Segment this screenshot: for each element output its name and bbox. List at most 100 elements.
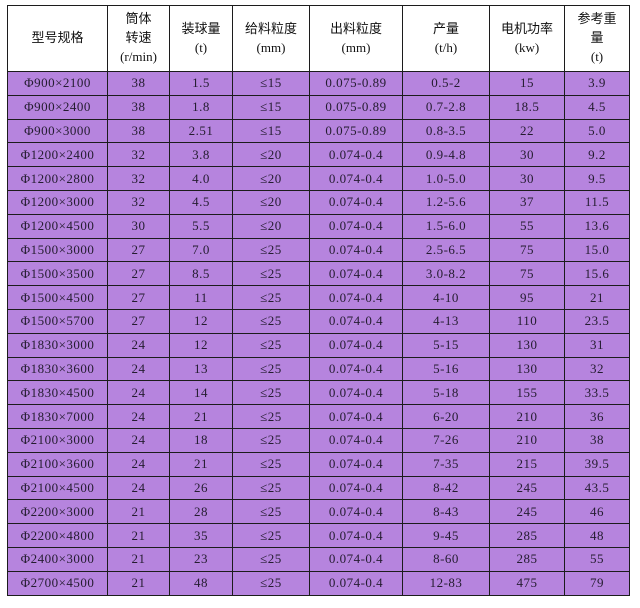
cell-speed: 24 bbox=[107, 332, 170, 358]
column-header-ball-load: 装球量 (t) bbox=[169, 5, 233, 72]
cell-feed-size: ≤25 bbox=[232, 427, 310, 453]
cell-capacity: 6-20 bbox=[402, 404, 490, 429]
cell-model: Φ2200×3000 bbox=[7, 499, 108, 525]
table-body: Φ900×2100 38 1.5 ≤15 0.075-0.89 0.5-2 15 3.9 Φ90… bbox=[7, 71, 630, 596]
cell-capacity: 0.8-3.5 bbox=[402, 118, 490, 144]
cell-discharge-size: 0.074-0.4 bbox=[309, 546, 403, 572]
column-header-capacity: 产量 (t/h) bbox=[402, 5, 490, 72]
table-row: Φ1830×4500 24 14 ≤25 0.074-0.4 5-18 155 33.5 bbox=[7, 380, 630, 406]
cell-speed: 24 bbox=[107, 380, 170, 406]
cell-discharge-size: 0.074-0.4 bbox=[309, 499, 403, 525]
cell-model: Φ1200×3000 bbox=[7, 189, 108, 215]
column-header-model: 型号规格 bbox=[7, 5, 108, 72]
ball-mill-spec-table: 型号规格 筒体 转速 (r/min) 装球量 (t) 给料粒度 (mm) 出料粒度 (mm) 产量 (… bbox=[7, 5, 630, 596]
cell-motor-power: 18.5 bbox=[489, 94, 565, 120]
cell-feed-size: ≤25 bbox=[232, 308, 310, 334]
column-header-line: (mm) bbox=[256, 39, 286, 55]
table-row: Φ1200×3000 32 4.5 ≤20 0.074-0.4 1.2-5.6 37 11.5 bbox=[7, 189, 630, 215]
cell-ball-load: 4.5 bbox=[169, 189, 233, 215]
cell-model: Φ1830×4500 bbox=[7, 380, 108, 406]
table-row: Φ1200×2800 32 4.0 ≤20 0.074-0.4 1.0-5.0 30 9.5 bbox=[7, 166, 630, 191]
cell-motor-power: 22 bbox=[489, 118, 565, 144]
cell-feed-size: ≤25 bbox=[232, 546, 310, 572]
cell-ball-load: 21 bbox=[169, 451, 233, 477]
column-header-line: (t) bbox=[194, 39, 208, 55]
cell-motor-power: 55 bbox=[489, 213, 565, 239]
cell-model: Φ1500×5700 bbox=[7, 308, 108, 334]
cell-discharge-size: 0.074-0.4 bbox=[309, 308, 403, 334]
cell-speed: 27 bbox=[107, 285, 170, 310]
cell-ref-weight: 43.5 bbox=[564, 475, 630, 501]
cell-ball-load: 12 bbox=[169, 308, 233, 334]
cell-ball-load: 12 bbox=[169, 332, 233, 358]
cell-ball-load: 28 bbox=[169, 499, 233, 525]
cell-discharge-size: 0.074-0.4 bbox=[309, 404, 403, 429]
cell-ref-weight: 79 bbox=[564, 570, 630, 596]
cell-feed-size: ≤25 bbox=[232, 499, 310, 525]
table-row: Φ900×3000 38 2.51 ≤15 0.075-0.89 0.8-3.5 22 5.0 bbox=[7, 118, 630, 144]
cell-ref-weight: 38 bbox=[564, 427, 630, 453]
cell-ball-load: 21 bbox=[169, 404, 233, 429]
cell-motor-power: 75 bbox=[489, 237, 565, 263]
table-row: Φ1200×2400 32 3.8 ≤20 0.074-0.4 0.9-4.8 30 9.2 bbox=[7, 142, 630, 168]
cell-model: Φ2700×4500 bbox=[7, 570, 108, 596]
cell-discharge-size: 0.074-0.4 bbox=[309, 570, 403, 596]
table-header: 型号规格 筒体 转速 (r/min) 装球量 (t) 给料粒度 (mm) 出料粒度 (mm) 产量 (… bbox=[7, 5, 630, 72]
cell-motor-power: 155 bbox=[489, 380, 565, 406]
cell-ball-load: 13 bbox=[169, 356, 233, 382]
column-header-feed-size: 给料粒度 (mm) bbox=[232, 5, 310, 72]
cell-discharge-size: 0.074-0.4 bbox=[309, 332, 403, 358]
table-row: Φ2200×4800 21 35 ≤25 0.074-0.4 9-45 285 48 bbox=[7, 523, 630, 548]
column-header-line: 给料粒度 bbox=[244, 20, 297, 36]
table-row: Φ2100×3000 24 18 ≤25 0.074-0.4 7-26 210 38 bbox=[7, 427, 630, 453]
cell-ball-load: 5.5 bbox=[169, 213, 233, 239]
cell-speed: 38 bbox=[107, 118, 170, 144]
cell-speed: 27 bbox=[107, 237, 170, 263]
cell-feed-size: ≤25 bbox=[232, 332, 310, 358]
cell-speed: 32 bbox=[107, 142, 170, 168]
cell-speed: 32 bbox=[107, 189, 170, 215]
column-header-motor-power: 电机功率 (kw) bbox=[489, 5, 565, 72]
table-row: Φ1830×7000 24 21 ≤25 0.074-0.4 6-20 210 36 bbox=[7, 404, 630, 429]
cell-discharge-size: 0.074-0.4 bbox=[309, 427, 403, 453]
cell-discharge-size: 0.075-0.89 bbox=[309, 71, 403, 96]
cell-ref-weight: 3.9 bbox=[564, 71, 630, 96]
cell-capacity: 9-45 bbox=[402, 523, 490, 548]
table-row: Φ1500×5700 27 12 ≤25 0.074-0.4 4-13 110 23.5 bbox=[7, 308, 630, 334]
cell-speed: 21 bbox=[107, 546, 170, 572]
cell-ball-load: 1.5 bbox=[169, 71, 233, 96]
cell-model: Φ2200×4800 bbox=[7, 523, 108, 548]
cell-ref-weight: 15.6 bbox=[564, 261, 630, 287]
cell-ref-weight: 4.5 bbox=[564, 94, 630, 120]
cell-feed-size: ≤25 bbox=[232, 380, 310, 406]
cell-ball-load: 11 bbox=[169, 285, 233, 310]
cell-capacity: 8-42 bbox=[402, 475, 490, 501]
cell-speed: 24 bbox=[107, 404, 170, 429]
cell-ref-weight: 9.2 bbox=[564, 142, 630, 168]
cell-discharge-size: 0.074-0.4 bbox=[309, 166, 403, 191]
header-row: 型号规格 筒体 转速 (r/min) 装球量 (t) 给料粒度 (mm) 出料粒度 (mm) 产量 (… bbox=[7, 5, 630, 72]
cell-feed-size: ≤25 bbox=[232, 475, 310, 501]
cell-ball-load: 7.0 bbox=[169, 237, 233, 263]
cell-ball-load: 48 bbox=[169, 570, 233, 596]
cell-speed: 32 bbox=[107, 166, 170, 191]
cell-motor-power: 15 bbox=[489, 71, 565, 96]
cell-motor-power: 75 bbox=[489, 261, 565, 287]
cell-ref-weight: 39.5 bbox=[564, 451, 630, 477]
cell-discharge-size: 0.074-0.4 bbox=[309, 189, 403, 215]
cell-motor-power: 475 bbox=[489, 570, 565, 596]
column-header-line: 量 bbox=[590, 30, 604, 46]
cell-speed: 27 bbox=[107, 308, 170, 334]
cell-speed: 24 bbox=[107, 356, 170, 382]
cell-feed-size: ≤25 bbox=[232, 356, 310, 382]
spec-table-container: 型号规格 筒体 转速 (r/min) 装球量 (t) 给料粒度 (mm) 出料粒度 (mm) 产量 (… bbox=[7, 5, 630, 596]
cell-ball-load: 18 bbox=[169, 427, 233, 453]
cell-capacity: 0.5-2 bbox=[402, 71, 490, 96]
table-row: Φ2100×4500 24 26 ≤25 0.074-0.4 8-42 245 43.5 bbox=[7, 475, 630, 501]
cell-discharge-size: 0.074-0.4 bbox=[309, 285, 403, 310]
table-row: Φ1200×4500 30 5.5 ≤20 0.074-0.4 1.5-6.0 55 13.6 bbox=[7, 213, 630, 239]
table-row: Φ2700×4500 21 48 ≤25 0.074-0.4 12-83 475 79 bbox=[7, 570, 630, 596]
cell-discharge-size: 0.074-0.4 bbox=[309, 356, 403, 382]
cell-model: Φ2100×3600 bbox=[7, 451, 108, 477]
cell-ref-weight: 21 bbox=[564, 285, 630, 310]
